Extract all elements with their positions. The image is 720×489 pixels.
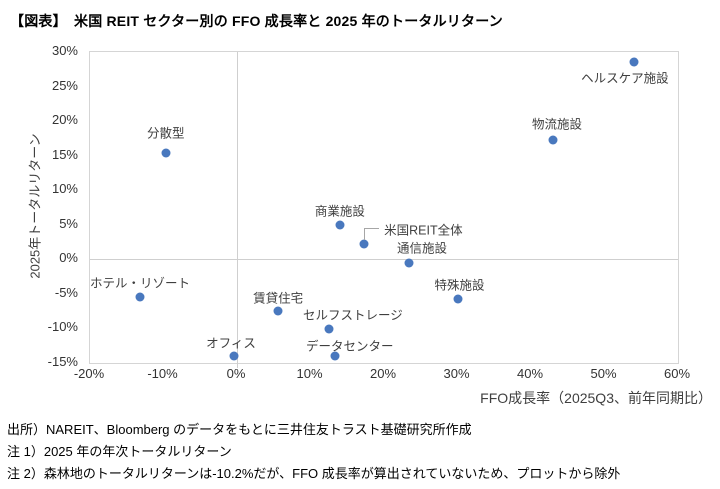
x-tick-label: 60% [663,366,691,381]
data-point-dot [335,220,345,230]
y-tick-label: 0% [59,250,78,266]
data-point-label: ヘルスケア施設 [581,71,669,86]
data-point-dot [548,135,558,145]
data-point-dot [135,292,145,302]
y-axis-title: 2025年トータルリターン [27,133,43,279]
data-point-dot [330,351,340,361]
data-point-dot [629,57,639,67]
x-tick-label: -20% [73,366,105,381]
y-tick-label: 25% [51,77,78,93]
x-tick-label: 50% [590,366,617,381]
x-tick-label: 30% [443,366,470,381]
x-tick-label: 40% [516,366,544,381]
figure-title: 【図表】 米国 REIT セクター別の FFO 成長率と 2025 年のトータル… [10,13,503,29]
zero-y-gridline [90,259,678,261]
data-point-label: 分散型 [146,126,185,141]
y-tick-label: 30% [51,43,78,58]
data-point-label: 商業施設 [314,204,365,219]
note-2: 注 2）森林地のトータルリターンは-10.2%だが、FFO 成長率が算出されてい… [7,466,621,481]
data-point-label: 物流施設 [532,117,583,132]
x-axis-title: FFO成長率（2025Q3、前年同期比） [480,390,712,406]
data-point-dot [324,324,334,334]
data-point-dot [229,351,239,361]
y-axis-tick-labels: 30% 25% 20% 15% 10% 5% 0% -5% -10% -15% [0,43,78,369]
data-point-label: 特殊施設 [434,278,485,293]
data-point-dot [161,148,171,158]
source-note: 出所）NAREIT、Bloomberg のデータをもとに三井住友トラスト基礎研究… [7,422,472,437]
data-point-label: オフィス [206,336,256,351]
y-tick-label: 5% [59,215,78,231]
data-point-dot [273,306,283,316]
data-point-dot [359,239,369,249]
data-point-label: セルフストレージ [302,308,403,323]
data-point-label: ホテル・リゾート [89,276,190,291]
x-axis-tick-labels: -20% -10% 0% 10% 20% 30% 40% 50% 60% [74,366,690,382]
x-tick-label: 10% [296,366,323,381]
x-tick-label: 0% [226,366,246,381]
leader-line-segment [364,228,380,230]
data-point-dot [404,258,414,268]
x-tick-label: 20% [369,366,397,381]
y-tick-label: -10% [47,319,78,335]
plot-area: ヘルスケア施設物流施設分散型商業施設米国REIT全体 通信施設特殊施設 ホテル・リゾ… [89,51,679,368]
footnotes: 出所）NAREIT、Bloomberg のデータをもとに三井住友トラスト基礎研究… [7,419,620,485]
x-tick-label: -10% [147,366,178,381]
data-point-label: 米国REIT全体 [384,223,463,238]
y-tick-label: 10% [51,181,78,197]
zero-x-gridline [237,52,238,368]
y-tick-label: -15% [47,354,78,369]
y-tick-label: 15% [51,146,78,162]
data-point-dot [453,294,462,304]
data-point-label: データセンター [305,339,394,354]
note-1: 注 1）2025 年の年次トータルリターン [7,444,232,459]
data-point-label: 賃貸住宅 [253,291,304,306]
data-point-label: 通信施設 [396,241,447,256]
y-tick-label: 20% [51,112,78,128]
leader-line-segment [364,228,366,241]
y-tick-label: -5% [54,284,78,300]
